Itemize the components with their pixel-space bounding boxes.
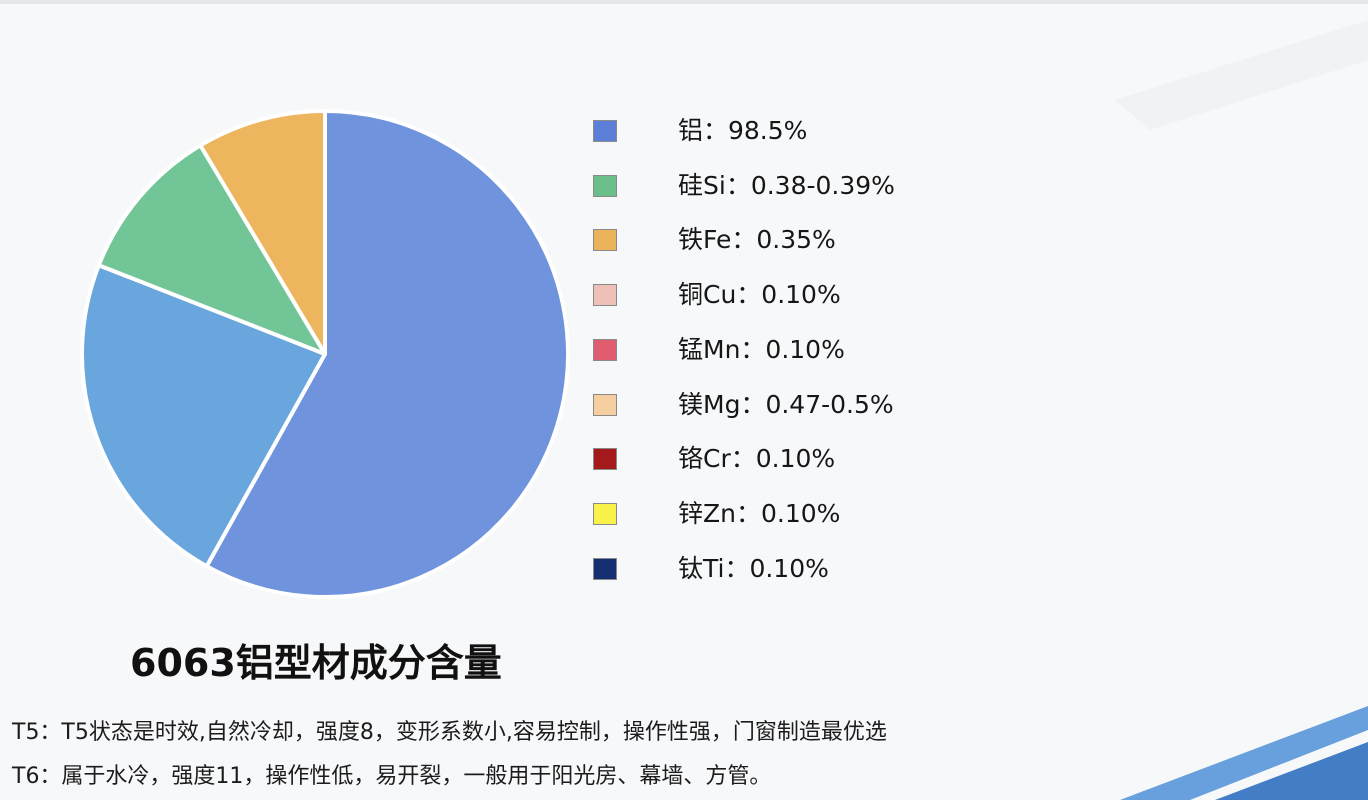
- note-t6: T6：属于水冷，强度11，操作性低，易开裂，一般用于阳光房、幕墙、方管。: [12, 764, 772, 789]
- legend-item: 锌Zn：0.10%: [592, 489, 1012, 539]
- legend-swatch: [593, 338, 617, 361]
- legend-label: 铝：98.5%: [678, 116, 808, 145]
- legend-item: 镁Mg：0.47-0.5%: [592, 380, 1012, 430]
- legend-label: 硅Si：0.38-0.39%: [678, 170, 895, 200]
- legend-swatch: [593, 174, 617, 197]
- legend-item: 硅Si：0.38-0.39%: [592, 161, 1012, 211]
- top-border: [0, 0, 1368, 4]
- legend-label: 镁Mg：0.47-0.5%: [678, 389, 894, 419]
- legend-swatch: [593, 120, 617, 142]
- legend-item: 铁Fe：0.35%: [592, 215, 1012, 265]
- legend-item: 钛Ti：0.10%: [592, 544, 1012, 594]
- note-t5: T5：T5状态是时效,自然冷却，强度8，变形系数小,容易控制，操作性强，门窗制造…: [12, 720, 887, 745]
- legend-label: 锰Mn：0.10%: [678, 334, 845, 364]
- legend-label: 铬Cr：0.10%: [678, 444, 836, 474]
- legend-label: 铁Fe：0.35%: [678, 225, 836, 255]
- legend-swatch: [593, 393, 617, 416]
- legend-label: 铜Cu：0.10%: [678, 280, 841, 310]
- legend-swatch: [593, 229, 617, 252]
- legend-item: 铜Cu：0.10%: [592, 270, 1012, 320]
- pie-slice-2: [80, 263, 327, 569]
- legend-label: 钛Ti：0.10%: [678, 553, 829, 583]
- legend-swatch: [593, 448, 617, 471]
- pie-slice-3: [96, 143, 327, 356]
- legend-swatch: [593, 557, 617, 580]
- legend-item: 锰Mn：0.10%: [592, 325, 1012, 375]
- legend-item: 铝：98.5%: [592, 106, 1012, 156]
- chart-title: 6063铝型材成分含量: [130, 641, 502, 685]
- legend-item: 铬Cr：0.10%: [592, 434, 1012, 484]
- legend-swatch: [593, 284, 617, 307]
- pie-slice-4: [198, 109, 327, 356]
- legend-swatch: [593, 502, 617, 525]
- legend-label: 锌Zn：0.10%: [678, 498, 841, 528]
- pie-slice-1: [204, 109, 570, 599]
- pie-chart: [80, 109, 570, 599]
